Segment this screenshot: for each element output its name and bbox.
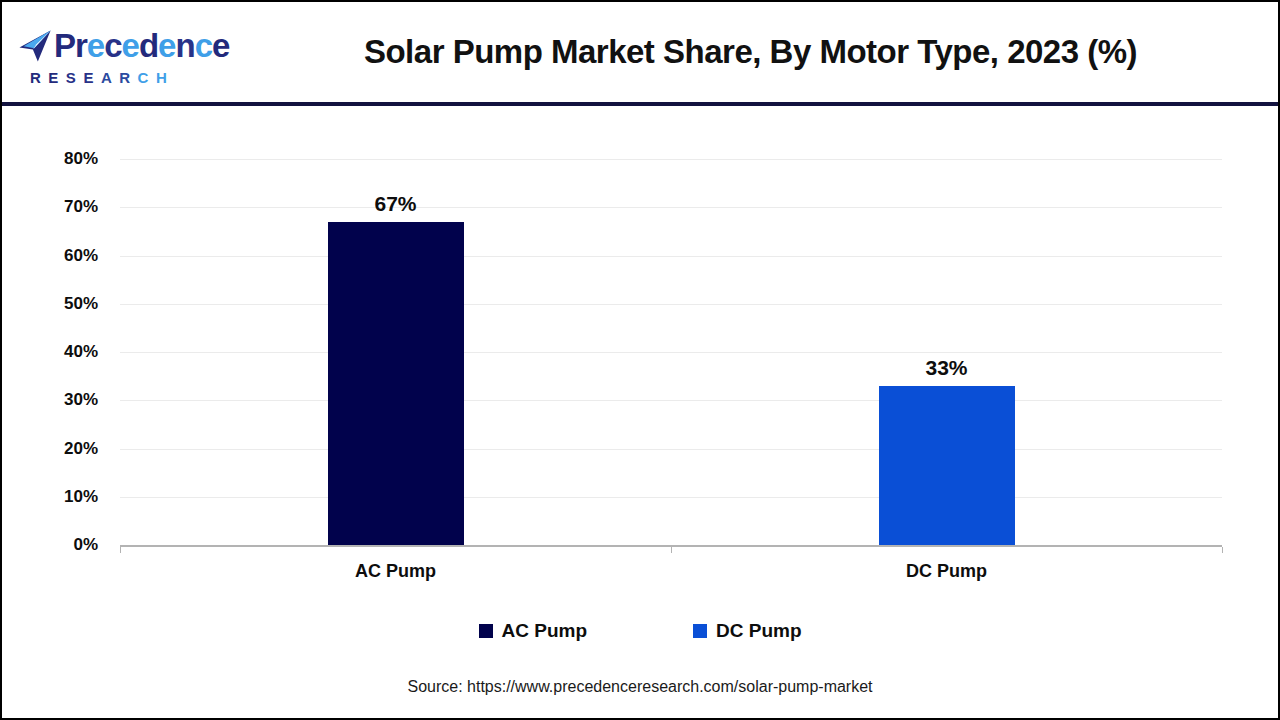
gridline — [120, 352, 1222, 353]
gridline — [120, 159, 1222, 160]
paper-plane-icon — [18, 29, 52, 63]
logo-letter: P — [54, 29, 75, 62]
logo-letter: E — [48, 69, 66, 86]
y-axis-tick-label: 70% — [2, 196, 98, 218]
x-axis-tick — [671, 547, 672, 553]
legend-swatch-icon — [693, 624, 707, 638]
legend-swatch-icon — [479, 624, 493, 638]
gridline — [120, 207, 1222, 208]
logo-letter: n — [175, 29, 194, 62]
title-area: Solar Pump Market Share, By Motor Type, … — [243, 33, 1278, 71]
logo-letter: e — [122, 29, 139, 62]
precedence-research-logo: Precedence RESEARCH — [18, 20, 243, 85]
chart-title: Solar Pump Market Share, By Motor Type, … — [364, 33, 1137, 70]
logo-letter: e — [87, 29, 104, 62]
y-axis-tick-label: 0% — [2, 534, 98, 556]
x-axis-tick — [120, 547, 121, 553]
chart-legend: AC Pump DC Pump — [2, 620, 1278, 642]
legend-label: AC Pump — [502, 620, 588, 642]
y-axis-tick-label: 30% — [2, 389, 98, 411]
logo-letter: A — [101, 69, 119, 86]
x-axis-category-label-ac-pump: AC Pump — [296, 561, 496, 582]
logo-letter: d — [139, 29, 158, 62]
y-axis-tick-label: 40% — [2, 341, 98, 363]
logo-wordmark-row: Precedence — [18, 24, 243, 68]
legend-item: AC Pump — [479, 620, 588, 642]
logo-research-text: RESEARCH — [18, 70, 243, 85]
logo-letter: S — [66, 69, 84, 86]
logo-letter: r — [75, 29, 87, 62]
gridline — [120, 400, 1222, 401]
y-axis-tick-label: 80% — [2, 148, 98, 170]
y-axis-tick-label: 10% — [2, 486, 98, 508]
header: Precedence RESEARCH Solar Pump Market Sh… — [2, 2, 1278, 102]
logo-letter: c — [104, 29, 121, 62]
logo-letter: H — [156, 69, 174, 86]
legend-item: DC Pump — [693, 620, 802, 642]
logo-letter: R — [119, 69, 137, 86]
logo-letter: e — [212, 29, 229, 62]
x-axis-category-label-dc-pump: DC Pump — [847, 561, 1047, 582]
bar-ac-pump — [328, 222, 464, 545]
gridline — [120, 304, 1222, 305]
logo-letter: e — [158, 29, 175, 62]
bar-dc-pump — [879, 386, 1015, 545]
gridline — [120, 449, 1222, 450]
logo-wordmark: Precedence — [54, 29, 229, 62]
logo-letter: c — [195, 29, 212, 62]
chart-window: Precedence RESEARCH Solar Pump Market Sh… — [0, 0, 1280, 720]
logo-letter: R — [30, 69, 48, 86]
y-axis-tick-label: 50% — [2, 293, 98, 315]
y-axis-tick-label: 20% — [2, 438, 98, 460]
bar-chart: AC Pump DC Pump Source: https://www.prece… — [2, 106, 1278, 716]
logo-letter: C — [138, 69, 156, 86]
bar-value-label-dc-pump: 33% — [887, 355, 1007, 381]
x-axis-tick — [1222, 547, 1223, 553]
source-text: Source: https://www.precedenceresearch.c… — [2, 678, 1278, 696]
legend-label: DC Pump — [716, 620, 802, 642]
logo-letter: E — [83, 69, 101, 86]
gridline — [120, 497, 1222, 498]
gridline — [120, 256, 1222, 257]
bar-value-label-ac-pump: 67% — [336, 191, 456, 217]
y-axis-tick-label: 60% — [2, 245, 98, 267]
